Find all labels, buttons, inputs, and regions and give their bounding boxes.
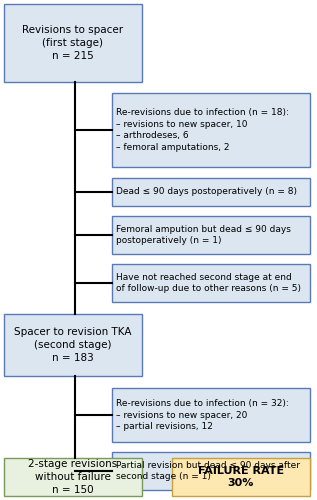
FancyBboxPatch shape bbox=[112, 264, 310, 302]
Text: Have not reached second stage at end
of follow-up due to other reasons (n = 5): Have not reached second stage at end of … bbox=[116, 273, 301, 293]
Text: Femoral ampution but dead ≤ 90 days
postoperatively (n = 1): Femoral ampution but dead ≤ 90 days post… bbox=[116, 225, 291, 245]
FancyBboxPatch shape bbox=[112, 452, 310, 490]
FancyBboxPatch shape bbox=[112, 216, 310, 254]
Text: Re-revisions due to infection (n = 32):
– revisions to new spacer, 20
– partial : Re-revisions due to infection (n = 32): … bbox=[116, 399, 289, 431]
FancyBboxPatch shape bbox=[4, 4, 142, 82]
FancyBboxPatch shape bbox=[4, 458, 142, 496]
FancyBboxPatch shape bbox=[112, 93, 310, 167]
Text: Spacer to revision TKA
(second stage)
n = 183: Spacer to revision TKA (second stage) n … bbox=[14, 327, 132, 363]
FancyBboxPatch shape bbox=[112, 388, 310, 442]
Text: 2-stage revisions
without failure
n = 150: 2-stage revisions without failure n = 15… bbox=[29, 459, 118, 495]
FancyBboxPatch shape bbox=[4, 314, 142, 376]
Text: Re-revisions due to infection (n = 18):
– revisions to new spacer, 10
– arthrode: Re-revisions due to infection (n = 18): … bbox=[116, 108, 289, 152]
Text: Dead ≤ 90 days postoperatively (n = 8): Dead ≤ 90 days postoperatively (n = 8) bbox=[116, 188, 297, 196]
FancyBboxPatch shape bbox=[172, 458, 310, 496]
Text: Revisions to spacer
(first stage)
n = 215: Revisions to spacer (first stage) n = 21… bbox=[23, 25, 124, 61]
Text: FAILURE RATE
30%: FAILURE RATE 30% bbox=[198, 466, 284, 488]
Text: Partial revision but dead ≤ 90 days after
second stage (n = 1): Partial revision but dead ≤ 90 days afte… bbox=[116, 461, 300, 481]
FancyBboxPatch shape bbox=[112, 178, 310, 206]
